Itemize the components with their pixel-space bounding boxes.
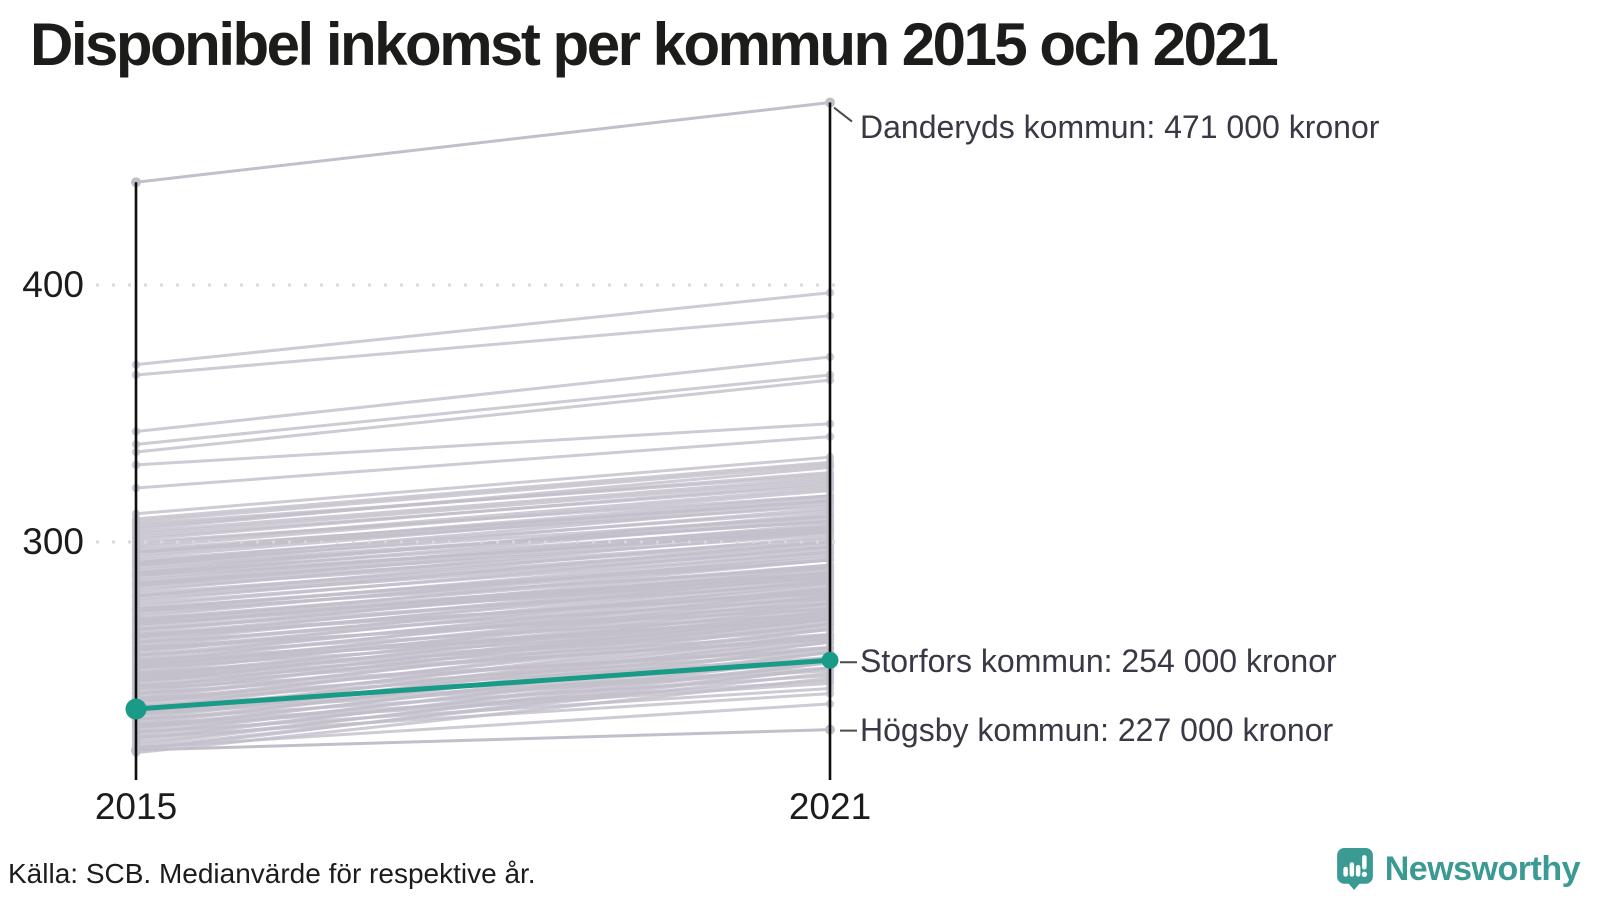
background-line bbox=[135, 314, 831, 377]
background-line bbox=[135, 355, 831, 433]
background-line bbox=[135, 473, 831, 526]
background-line bbox=[135, 591, 831, 637]
newsworthy-logo[interactable]: Newsworthy bbox=[1336, 848, 1581, 890]
background-line bbox=[135, 507, 831, 567]
annotation-danderyd: Danderyds kommun: 471 000 kronor bbox=[860, 108, 1380, 145]
background-line bbox=[135, 627, 831, 678]
background-line bbox=[135, 373, 831, 446]
background-line bbox=[135, 625, 831, 675]
background-line bbox=[135, 486, 831, 547]
background-line bbox=[135, 607, 831, 649]
series-line-högsby bbox=[135, 728, 831, 752]
background-line bbox=[135, 463, 831, 523]
background-line bbox=[135, 656, 831, 703]
background-line bbox=[135, 460, 831, 521]
leader-line bbox=[833, 106, 853, 123]
background-line bbox=[135, 681, 831, 729]
background-line bbox=[135, 476, 831, 534]
newsworthy-wordmark: Newsworthy bbox=[1384, 849, 1581, 888]
background-line bbox=[135, 545, 831, 608]
background-line bbox=[135, 620, 831, 665]
background-line bbox=[135, 571, 831, 621]
background-line bbox=[135, 378, 831, 454]
chart-title: Disponibel inkomst per kommun 2015 och 2… bbox=[30, 11, 1279, 78]
background-line bbox=[135, 525, 831, 585]
background-line bbox=[135, 489, 831, 549]
background-line bbox=[135, 674, 831, 721]
series-line-danderyds bbox=[135, 101, 831, 184]
background-line bbox=[135, 566, 831, 613]
background-line bbox=[135, 635, 831, 688]
background-line bbox=[135, 537, 831, 588]
background-line bbox=[135, 669, 831, 716]
y-tick-400: 400 bbox=[22, 264, 84, 305]
background-line bbox=[135, 686, 831, 734]
background-line bbox=[135, 435, 831, 490]
background-line bbox=[135, 545, 831, 598]
highlight-dot-2015 bbox=[125, 698, 147, 720]
background-line bbox=[135, 496, 831, 557]
background-line bbox=[135, 666, 831, 714]
background-line bbox=[135, 633, 831, 680]
background-line bbox=[135, 651, 831, 701]
highlight-line-storfors bbox=[135, 657, 831, 712]
background-line bbox=[135, 581, 831, 631]
annotation-storfors: Storfors kommun: 254 000 kronor bbox=[860, 642, 1337, 679]
background-line bbox=[135, 558, 831, 611]
background-line bbox=[135, 494, 831, 554]
y-tick-300: 300 bbox=[22, 521, 84, 562]
background-line bbox=[135, 702, 831, 750]
background-line bbox=[135, 622, 831, 670]
background-line bbox=[135, 617, 831, 662]
annotation-hogsby: Högsby kommun: 227 000 kronor bbox=[860, 711, 1334, 748]
background-line bbox=[135, 573, 831, 624]
x-tick-2021: 2021 bbox=[788, 786, 872, 827]
newsworthy-icon bbox=[1336, 848, 1373, 890]
background-line bbox=[135, 692, 831, 739]
background-line bbox=[135, 481, 831, 541]
source-note: Källa: SCB. Medianvärde för respektive å… bbox=[8, 858, 536, 889]
background-line bbox=[135, 648, 831, 690]
background-line bbox=[135, 501, 831, 565]
background-line bbox=[135, 291, 831, 367]
x-tick-2015: 2015 bbox=[94, 786, 178, 827]
background-line bbox=[135, 612, 831, 657]
background-line bbox=[135, 422, 831, 467]
background-line bbox=[135, 576, 831, 626]
background-line bbox=[135, 499, 831, 559]
background-line bbox=[135, 679, 831, 726]
highlight-dot-2021 bbox=[821, 651, 839, 669]
background-line bbox=[135, 597, 831, 644]
background-line bbox=[135, 478, 831, 536]
background-line bbox=[135, 455, 831, 516]
